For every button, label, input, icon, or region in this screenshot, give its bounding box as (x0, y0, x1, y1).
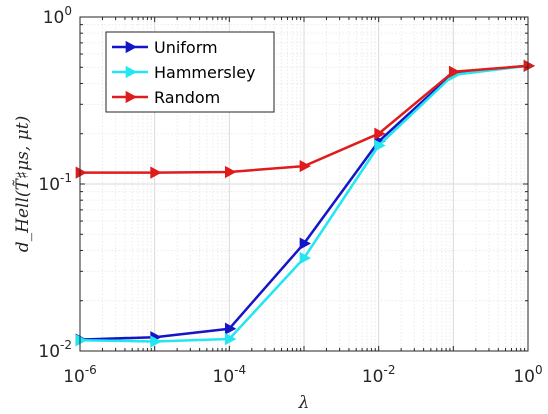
data-point (75, 334, 88, 347)
data-point (150, 166, 162, 179)
y-tick-labels: 10-2 10-1 100 (38, 4, 528, 362)
data-point (224, 332, 237, 346)
legend-entry: Hammersley (112, 63, 256, 82)
legend-marker (125, 40, 138, 54)
data-point (374, 139, 386, 152)
data-point (224, 322, 237, 335)
data-point (150, 335, 162, 348)
data-point (224, 165, 237, 179)
legend: Uniform Hammersley Random (105, 31, 275, 113)
data-point (299, 160, 312, 173)
series-lines (75, 59, 536, 348)
y-axis-label: d_Hell(T̃♯μs, μt) (13, 116, 33, 252)
data-point (448, 65, 461, 78)
y-tick-label: 100 (43, 4, 72, 28)
y-tick-label: 10-2 (38, 338, 72, 362)
x-tick-labels: 10-6 10-4 10-2 100 (63, 17, 543, 387)
data-point (523, 59, 536, 72)
data-point (299, 237, 312, 250)
y-tick-label: 10-1 (38, 171, 72, 195)
x-tick-label: 10-2 (362, 363, 396, 387)
x-axis-label: λ (298, 393, 310, 413)
data-point (75, 166, 88, 179)
legend-label: Hammersley (154, 63, 256, 82)
x-tick-label: 100 (513, 363, 542, 387)
x-tick-label: 10-4 (213, 363, 247, 387)
legend-entry: Uniform (112, 38, 218, 57)
legend-label: Uniform (154, 38, 218, 57)
data-point (374, 127, 386, 140)
legend-label: Random (154, 88, 220, 107)
legend-entries: Uniform Hammersley Random (112, 38, 256, 107)
x-tick-label: 10-6 (63, 363, 97, 387)
data-point (299, 252, 312, 265)
series-random (75, 59, 536, 179)
legend-marker (125, 90, 138, 104)
legend-marker (125, 65, 138, 79)
legend-entry: Random (112, 88, 220, 107)
